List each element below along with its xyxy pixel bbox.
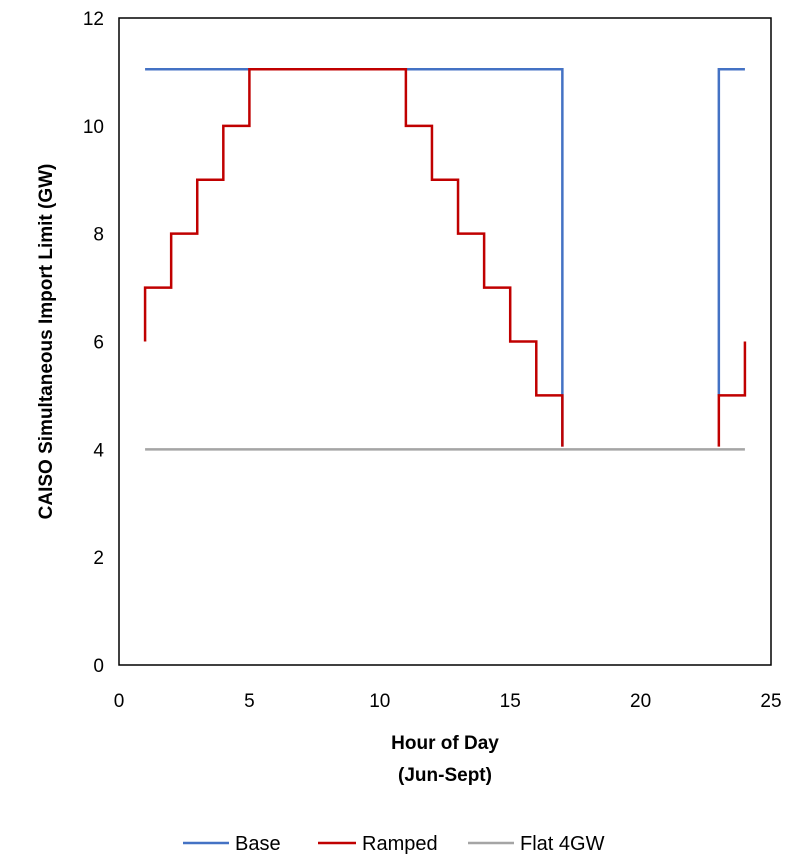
x-tick-label: 10: [369, 691, 390, 712]
legend-label-base: Base: [235, 833, 281, 854]
x-axis-label-line-2: (Jun-Sept): [398, 765, 492, 786]
y-tick-label: 2: [93, 548, 104, 569]
x-tick-label: 25: [760, 691, 781, 712]
x-tick-label: 15: [500, 691, 521, 712]
y-axis-ticks: 0 2 4 6 8 10 12: [83, 9, 105, 677]
x-tick-label: 5: [244, 691, 255, 712]
y-tick-label: 12: [83, 9, 104, 30]
series-layer: [143, 67, 747, 451]
series-line-ramped-segment-2: [717, 341, 747, 447]
x-axis-label-line-1: Hour of Day: [391, 733, 499, 754]
x-tick-label: 0: [114, 691, 125, 712]
x-axis-ticks: 0 5 10 15 20 25: [114, 691, 782, 712]
series-line-base-segment-2: [717, 67, 745, 396]
y-tick-label: 0: [93, 656, 104, 677]
y-tick-label: 8: [93, 225, 104, 246]
y-axis-label: CAISO Simultaneous Import Limit (GW): [36, 164, 57, 520]
legend-label-ramped: Ramped: [362, 833, 438, 854]
series-line-ramped-segment-1: [143, 67, 564, 447]
legend: Base Ramped Flat 4GW: [183, 833, 605, 854]
series-line-base-segment-1: [145, 67, 564, 447]
y-tick-label: 6: [93, 333, 104, 354]
x-tick-label: 20: [630, 691, 651, 712]
plot-area-frame: [118, 17, 772, 666]
y-tick-label: 4: [93, 440, 104, 461]
y-tick-label: 10: [83, 117, 104, 138]
legend-label-flat-4gw: Flat 4GW: [520, 833, 605, 854]
